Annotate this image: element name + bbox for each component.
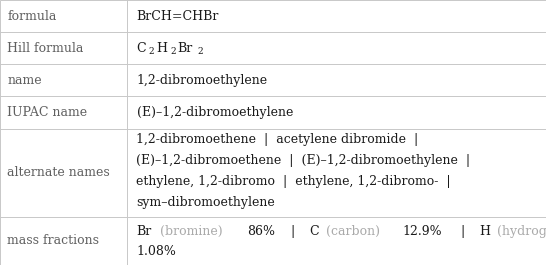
Text: 86%: 86% [247,225,275,238]
Text: BrCH=CHBr: BrCH=CHBr [136,10,219,23]
Text: ethylene, 1,2-dibromo  |  ethylene, 1,2-dibromo-  |: ethylene, 1,2-dibromo | ethylene, 1,2-di… [136,175,451,188]
Text: sym–dibromoethylene: sym–dibromoethylene [136,196,275,209]
Text: formula: formula [7,10,56,23]
Text: 1.08%: 1.08% [136,245,176,258]
Text: IUPAC name: IUPAC name [7,106,87,119]
Text: Hill formula: Hill formula [7,42,84,55]
Text: 2: 2 [170,47,176,56]
Text: alternate names: alternate names [7,166,110,179]
Text: (hydrogen): (hydrogen) [494,225,546,238]
Text: (E)–1,2-dibromoethene  |  (E)–1,2-dibromoethylene  |: (E)–1,2-dibromoethene | (E)–1,2-dibromoe… [136,154,471,167]
Text: 2: 2 [149,47,155,56]
Text: (E)–1,2-dibromoethylene: (E)–1,2-dibromoethylene [136,106,293,119]
Text: Br: Br [177,42,193,55]
Text: Br: Br [136,225,152,238]
Text: 1,2-dibromoethylene: 1,2-dibromoethylene [136,74,268,87]
Text: 2: 2 [197,47,203,56]
Text: H: H [156,42,167,55]
Text: 12.9%: 12.9% [402,225,442,238]
Text: |: | [283,225,304,238]
Text: (bromine): (bromine) [156,225,227,238]
Text: C: C [136,42,146,55]
Text: mass fractions: mass fractions [7,234,99,247]
Text: 1,2-dibromoethene  |  acetylene dibromide  |: 1,2-dibromoethene | acetylene dibromide … [136,133,419,146]
Text: |: | [453,225,473,238]
Text: name: name [7,74,41,87]
Text: (carbon): (carbon) [322,225,384,238]
Text: C: C [310,225,319,238]
Text: H: H [479,225,490,238]
